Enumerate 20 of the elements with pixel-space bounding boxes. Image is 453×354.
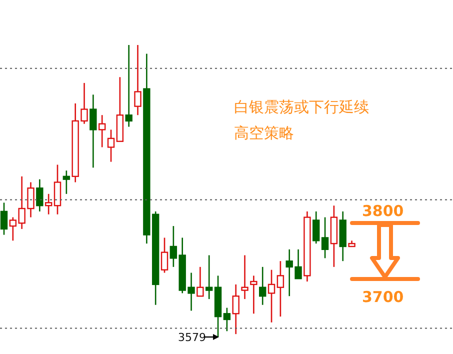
- candlestick: [134, 45, 142, 116]
- text: 3700: [362, 288, 404, 306]
- candlestick: [36, 178, 44, 212]
- candlestick: [250, 275, 258, 314]
- candlestick: [268, 269, 276, 324]
- annotation: 3579: [178, 331, 206, 344]
- candlestick: [339, 210, 346, 262]
- candlestick: [330, 204, 338, 268]
- candlestick: [214, 275, 222, 337]
- candlestick: [90, 94, 97, 168]
- candlestick: [312, 210, 320, 244]
- text: 高空策略: [234, 123, 295, 144]
- candlestick: [241, 254, 248, 300]
- candlestick: [232, 284, 240, 335]
- text: 3800: [362, 202, 404, 220]
- candlestick: [125, 45, 132, 128]
- text: 白银震荡或下行延续: [234, 97, 369, 118]
- candlestick: [259, 266, 266, 306]
- candlestick: [304, 210, 311, 282]
- candlestick: [276, 260, 284, 318]
